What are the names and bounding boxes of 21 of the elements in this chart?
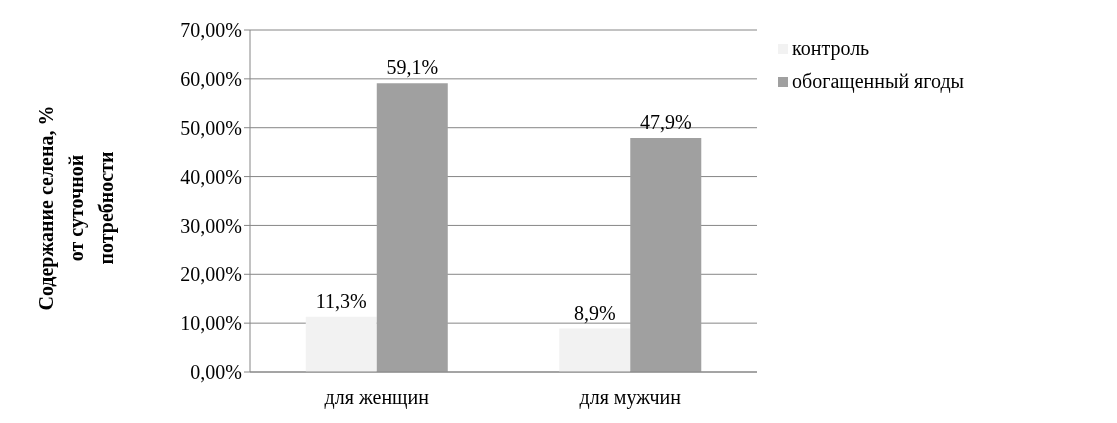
y-tick-label: 10,00% [180,312,242,335]
y-tick-label: 0,00% [190,361,242,384]
y-tick-label: 30,00% [180,214,242,237]
bar [559,328,631,372]
bar [376,83,448,372]
y-tick-label: 20,00% [180,263,242,286]
x-tick-label: для женщин [324,386,430,410]
x-tick-label: для мужчин [579,386,682,410]
data-label: 11,3% [315,289,367,312]
bar [630,137,702,372]
data-label: 59,1% [386,56,439,79]
y-tick-label: 60,00% [180,67,242,90]
legend-label: контроль [792,37,870,60]
data-label: 47,9% [639,110,692,133]
y-tick-label: 70,00% [180,19,242,42]
data-label: 8,9% [573,301,616,324]
y-tick-label: 50,00% [180,116,242,139]
y-tick-label: 40,00% [180,165,242,188]
legend-label: обогащенный ягоды [792,70,965,93]
bar [305,316,377,372]
y-axis-title: Содержание селена, % от суточной потребности [35,105,118,311]
